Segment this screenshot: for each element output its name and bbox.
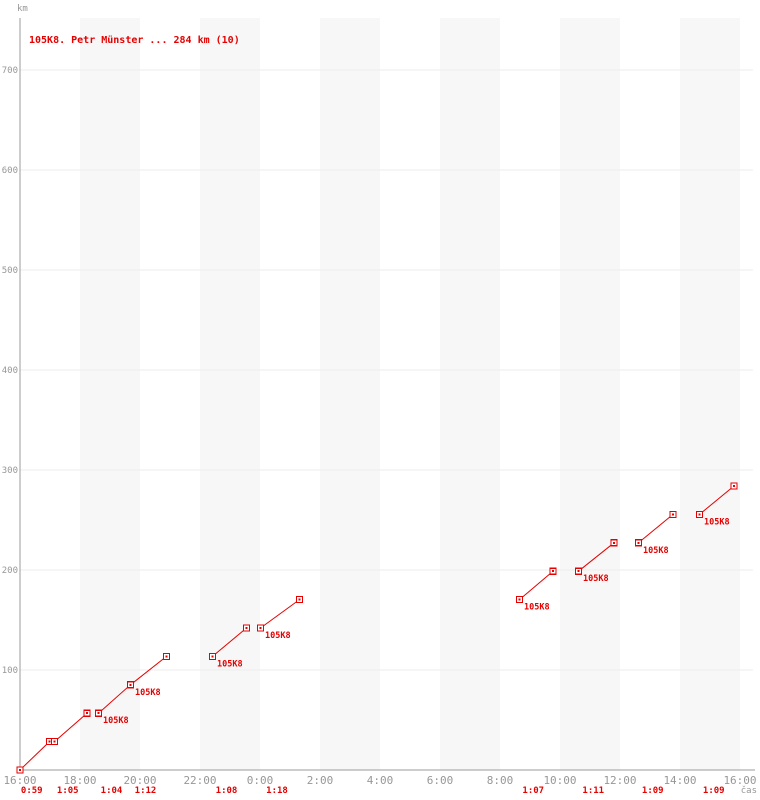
x-tick-label: 14:00: [663, 774, 696, 787]
x-tick-label: 2:00: [307, 774, 334, 787]
x-axis-unit-label: čas: [741, 785, 757, 796]
y-tick-label: 400: [2, 366, 18, 376]
x-tick-label: 6:00: [427, 774, 454, 787]
lap-duration-label: 1:07: [522, 786, 544, 796]
lap-point-marker-dot: [211, 655, 214, 658]
y-tick-label: 600: [2, 166, 18, 176]
y-axis-unit-label: km: [17, 4, 28, 14]
lap-line: [260, 599, 300, 629]
lap-point-marker-dot: [552, 570, 554, 573]
x-tick-label: 4:00: [367, 774, 394, 787]
lap-line: [130, 656, 167, 686]
lap-point-marker-dot: [129, 683, 132, 686]
lap-duration-label: 1:08: [216, 786, 238, 796]
x-tick-label: 22:00: [183, 774, 216, 787]
lap-duration-label: 1:11: [582, 786, 604, 796]
x-tick-label: 16:00: [723, 774, 756, 787]
lap-duration-label: 1:12: [135, 786, 157, 796]
lap-point-marker-dot: [518, 598, 521, 601]
lap-line: [54, 712, 88, 742]
series-point-label: 105K8: [643, 546, 669, 556]
lap-duration-label: 1:04: [101, 786, 123, 796]
lap-line: [519, 570, 554, 600]
x-tick-label: 12:00: [603, 774, 636, 787]
y-tick-label: 300: [2, 466, 18, 476]
lap-point-marker-dot: [672, 513, 674, 516]
lap-point-marker-dot: [613, 541, 615, 544]
plot-band: [440, 18, 500, 770]
lap-point-marker-dot: [259, 627, 262, 629]
lap-point-marker-dot: [733, 485, 735, 487]
lap-line: [578, 542, 615, 572]
x-tick-label: 16:00: [3, 774, 36, 787]
lap-line: [699, 485, 735, 515]
series-point-label: 105K8: [524, 603, 550, 613]
lap-duration-label: 1:05: [57, 786, 79, 796]
x-tick-label: 0:00: [247, 774, 274, 787]
series-point-label: 105K8: [704, 517, 730, 527]
lap-point-marker-dot: [298, 598, 301, 601]
plot-band: [320, 18, 380, 770]
plot-band: [560, 18, 620, 770]
y-tick-label: 200: [2, 566, 18, 576]
lap-duration-label: 1:18: [266, 786, 288, 796]
lap-point-marker-dot: [637, 541, 640, 544]
lap-line: [19, 741, 50, 771]
lap-duration-label: 0:59: [21, 786, 43, 796]
series-point-label: 105K8: [135, 688, 161, 698]
lap-line: [212, 627, 247, 657]
lap-point-marker-dot: [698, 513, 701, 516]
chart-title: 105K8. Petr Münster ... 284 km (10): [29, 35, 240, 46]
x-tick-label: 20:00: [123, 774, 156, 787]
y-tick-label: 100: [2, 666, 18, 676]
y-tick-label: 500: [2, 266, 18, 276]
lap-duration-label: 1:09: [703, 786, 725, 796]
x-tick-label: 8:00: [487, 774, 514, 787]
x-tick-label: 10:00: [543, 774, 576, 787]
x-tick-label: 18:00: [63, 774, 96, 787]
lap-point-marker-dot: [97, 712, 100, 715]
lap-point-marker-dot: [86, 712, 88, 715]
plot-band: [80, 18, 140, 770]
lap-line: [638, 514, 674, 544]
lap-point-marker-dot: [19, 769, 21, 771]
series-point-label: 105K8: [217, 659, 243, 669]
lap-duration-label: 1:09: [642, 786, 664, 796]
plot-band: [680, 18, 740, 770]
lap-point-marker-dot: [245, 627, 248, 629]
y-tick-label: 700: [2, 66, 18, 76]
series-point-label: 105K8: [103, 716, 129, 726]
series-point-label: 105K8: [583, 574, 609, 584]
lap-point-marker-dot: [577, 570, 580, 573]
lap-point-marker-dot: [48, 740, 51, 743]
lap-point-marker-dot: [53, 740, 56, 743]
lap-line: [98, 684, 131, 714]
lap-point-marker-dot: [165, 655, 168, 658]
series-point-label: 105K8: [265, 631, 291, 641]
plot-band: [200, 18, 260, 770]
